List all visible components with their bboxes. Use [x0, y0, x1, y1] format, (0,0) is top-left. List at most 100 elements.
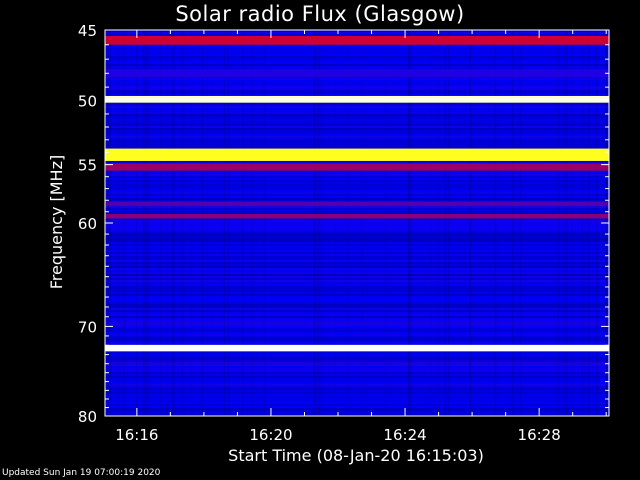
- heatmap-row: [105, 140, 609, 142]
- heatmap-column: [117, 30, 119, 416]
- heatmap-row: [105, 372, 609, 374]
- heatmap-column: [469, 30, 471, 416]
- heatmap-column: [469, 30, 471, 416]
- y-tick-labels: 45 50 55 60 70 80: [78, 22, 97, 426]
- heatmap-row: [105, 220, 609, 222]
- heatmap-row: [105, 58, 609, 60]
- heatmap-row: [105, 352, 609, 354]
- heatmap-row: [105, 404, 609, 406]
- heatmap-row: [105, 408, 609, 410]
- heatmap-row: [105, 180, 609, 182]
- heatmap-row: [105, 402, 609, 404]
- heatmap-row: [105, 124, 609, 126]
- heatmap-row: [105, 200, 609, 202]
- heatmap-column: [566, 30, 568, 416]
- emission-band-core: [105, 98, 609, 101]
- heatmap-column: [361, 30, 363, 416]
- heatmap-row: [105, 312, 609, 314]
- x-axis-label: Start Time (08-Jan-20 16:15:03): [228, 446, 484, 465]
- y-tick-label: 60: [78, 215, 97, 233]
- heatmap-row: [105, 116, 609, 118]
- heatmap-row: [105, 78, 609, 80]
- heatmap-column: [512, 30, 514, 416]
- heatmap-row: [105, 330, 609, 332]
- heatmap-row: [105, 340, 609, 342]
- heatmap-row: [105, 188, 609, 190]
- heatmap-row: [105, 54, 609, 56]
- heatmap-column: [588, 30, 590, 416]
- heatmap-row: [105, 66, 609, 68]
- heatmap-row: [105, 324, 609, 326]
- heatmap-row: [105, 362, 609, 364]
- heatmap-column: [321, 30, 323, 416]
- heatmap-row: [105, 30, 609, 32]
- heatmap-row: [105, 406, 609, 408]
- y-tick-label: 55: [78, 157, 97, 175]
- heatmap-row: [105, 266, 609, 268]
- x-tick-labels: 16:16 16:20 16:24 16:28: [115, 426, 561, 444]
- heatmap-row: [105, 412, 609, 414]
- heatmap-column: [166, 30, 168, 416]
- heatmap-row: [105, 224, 609, 226]
- x-tick-label: 16:28: [518, 426, 561, 444]
- heatmap-row: [105, 272, 609, 274]
- heatmap-column: [135, 30, 137, 416]
- heatmap-row: [105, 252, 609, 254]
- heatmap-row: [105, 282, 609, 284]
- chart-title: Solar radio Flux (Glasgow): [175, 2, 465, 26]
- heatmap-row: [105, 32, 609, 34]
- heatmap-row: [105, 342, 609, 344]
- heatmap-column: [489, 30, 491, 416]
- heatmap-row: [105, 120, 609, 122]
- heatmap-row: [105, 264, 609, 266]
- heatmap-column: [448, 30, 450, 416]
- heatmap-row: [105, 244, 609, 246]
- heatmap-row: [105, 292, 609, 294]
- heatmap-column: [495, 30, 497, 416]
- heatmap-column: [494, 30, 496, 416]
- y-tick-label: 45: [78, 22, 97, 40]
- heatmap-row: [105, 186, 609, 188]
- heatmap-row: [105, 198, 609, 200]
- heatmap-row: [105, 278, 609, 280]
- heatmap-row: [105, 170, 609, 172]
- heatmap-column: [409, 30, 411, 416]
- heatmap-row: [105, 396, 609, 398]
- heatmap-row: [105, 370, 609, 372]
- heatmap-row: [105, 376, 609, 378]
- heatmap-row: [105, 280, 609, 282]
- heatmap-row: [105, 236, 609, 238]
- heatmap-row: [105, 238, 609, 240]
- heatmap-row: [105, 306, 609, 308]
- heatmap-row: [105, 410, 609, 412]
- heatmap-row: [105, 56, 609, 58]
- heatmap-row: [105, 298, 609, 300]
- heatmap-column: [263, 30, 265, 416]
- heatmap-row: [105, 286, 609, 288]
- heatmap-row: [105, 52, 609, 54]
- heatmap-row: [105, 196, 609, 198]
- emission-band-core: [105, 347, 609, 350]
- heatmap-row: [105, 250, 609, 252]
- heatmap-row: [105, 94, 609, 96]
- heatmap-column: [181, 30, 183, 416]
- heatmap-row: [105, 360, 609, 362]
- heatmap-row: [105, 262, 609, 264]
- heatmap-row: [105, 160, 609, 162]
- axes: [104, 29, 610, 417]
- emission-band: [105, 148, 609, 161]
- heatmap-row: [105, 270, 609, 272]
- heatmap-row: [105, 212, 609, 214]
- heatmap-row: [105, 208, 609, 210]
- heatmap-row: [105, 34, 609, 36]
- heatmap-row: [105, 122, 609, 124]
- heatmap-column: [173, 30, 175, 416]
- y-tick-label: 70: [78, 318, 97, 336]
- heatmap-column: [437, 30, 439, 416]
- heatmap-row: [105, 178, 609, 180]
- heatmap-row: [105, 384, 609, 386]
- heatmap-row: [105, 194, 609, 196]
- heatmap-row: [105, 296, 609, 298]
- heatmap-column: [519, 30, 521, 416]
- heatmap-row: [105, 392, 609, 394]
